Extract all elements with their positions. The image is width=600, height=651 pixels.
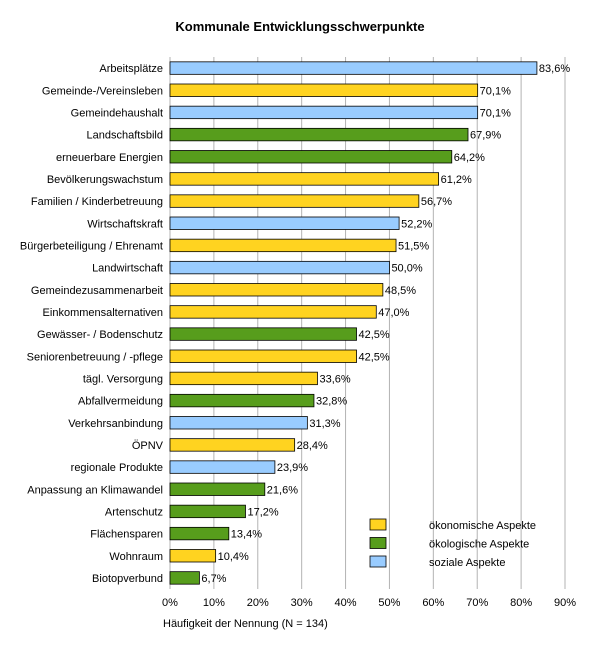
category-label: Wirtschaftskraft <box>87 218 163 230</box>
category-label: Bevölkerungswachstum <box>47 174 163 186</box>
category-label: Seniorenbetreuung / -pflege <box>27 351 163 363</box>
value-label: 21,6% <box>267 484 298 496</box>
category-label: Arbeitsplätze <box>99 63 163 75</box>
category-label: Einkommensalternativen <box>43 307 163 319</box>
x-tick-label: 30% <box>291 597 313 609</box>
value-label: 31,3% <box>309 418 340 430</box>
bar <box>169 526 230 541</box>
bar <box>169 571 200 585</box>
bar <box>169 194 420 208</box>
x-tick-labels: 0% 10% 20% 30% 40% 50% 60% 70% 80% 90% <box>162 597 576 609</box>
bar <box>169 504 246 519</box>
value-label: 50,0% <box>391 263 422 275</box>
value-label: 67,9% <box>470 130 501 142</box>
legend-label: soziale Aspekte <box>429 557 505 569</box>
bar <box>169 438 296 452</box>
category-label: Bürgerbeteiligung / Ehrenamt <box>20 240 163 252</box>
bar <box>169 61 538 75</box>
bar <box>169 482 266 496</box>
bar <box>169 83 479 97</box>
chart-title: Kommunale Entwicklungsschwerpunkte <box>175 19 424 34</box>
value-label: 48,5% <box>385 285 416 297</box>
category-label: Flächensparen <box>90 529 163 541</box>
x-tick-label: 90% <box>554 597 576 609</box>
value-label: 13,4% <box>231 529 262 541</box>
value-label: 10,4% <box>218 551 249 563</box>
value-label: 61,2% <box>441 174 472 186</box>
bar <box>169 393 315 408</box>
category-label: erneuerbare Energien <box>56 152 163 164</box>
category-label: Wohnraum <box>109 551 163 563</box>
bar <box>169 305 377 319</box>
bar <box>169 150 453 164</box>
value-label: 33,6% <box>319 373 350 385</box>
category-label: Artenschutz <box>105 506 163 518</box>
value-label: 42,5% <box>359 329 390 341</box>
category-label: Gewässer- / Bodenschutz <box>37 329 163 341</box>
category-label: Gemeindezusammenarbeit <box>31 285 163 297</box>
bar <box>169 549 217 563</box>
bars <box>169 61 538 585</box>
bar <box>169 238 397 253</box>
value-labels: 83,6% 70,1% 70,1% 67,9% 64,2% 61,2% 56,7% 52,2%… <box>201 63 570 585</box>
bar <box>169 283 384 297</box>
category-label: ÖPNV <box>132 440 164 452</box>
bar <box>169 416 308 430</box>
bar <box>169 172 440 186</box>
x-tick-label: 60% <box>422 597 444 609</box>
bar <box>169 349 357 363</box>
x-tick-label: 80% <box>510 597 532 609</box>
x-axis-title: Häufigkeit der Nennung (N = 134) <box>163 618 328 630</box>
value-label: 51,5% <box>398 240 429 252</box>
category-label: regionale Produkte <box>71 462 163 474</box>
value-label: 64,2% <box>454 152 485 164</box>
value-label: 56,7% <box>421 196 452 208</box>
value-label: 47,0% <box>378 307 409 319</box>
legend-swatch <box>369 537 387 549</box>
value-label: 17,2% <box>247 506 278 518</box>
category-label: Biotopverbund <box>92 573 163 585</box>
bar <box>169 260 390 275</box>
category-labels: Arbeitsplätze Gemeinde-/Vereinsleben Gemei… <box>20 63 164 585</box>
category-label: Familien / Kinderbetreuung <box>31 196 163 208</box>
category-label: Anpassung an Klimawandel <box>27 484 163 496</box>
bar <box>169 127 469 142</box>
value-label: 28,4% <box>297 440 328 452</box>
x-tick-label: 0% <box>162 597 178 609</box>
x-tick-label: 50% <box>378 597 400 609</box>
category-label: Landschaftsbild <box>87 130 163 142</box>
bar <box>169 327 357 341</box>
value-label: 6,7% <box>201 573 226 585</box>
grid-lines <box>169 57 566 589</box>
category-label: Abfallvermeidung <box>78 396 163 408</box>
legend-label: ökologische Aspekte <box>429 539 529 551</box>
x-tick-label: 70% <box>466 597 488 609</box>
value-label: 70,1% <box>480 85 511 97</box>
legend-swatch <box>369 555 387 568</box>
category-label: tägl. Versorgung <box>83 373 163 385</box>
category-label: Verkehrsanbindung <box>68 418 163 430</box>
category-label: Gemeindehaushalt <box>71 107 163 119</box>
bar <box>169 105 479 120</box>
x-tick-label: 40% <box>335 597 357 609</box>
x-tick-label: 20% <box>247 597 269 609</box>
value-label: 83,6% <box>539 63 570 75</box>
x-tick-label: 10% <box>203 597 225 609</box>
value-label: 23,9% <box>277 462 308 474</box>
value-label: 70,1% <box>480 107 511 119</box>
bar <box>169 371 318 386</box>
bar <box>169 216 400 230</box>
bar <box>169 460 276 474</box>
value-label: 42,5% <box>359 351 390 363</box>
legend-swatch <box>369 518 387 531</box>
value-label: 32,8% <box>316 396 347 408</box>
value-label: 52,2% <box>401 218 432 230</box>
legend-label: ökonomische Aspekte <box>429 520 536 532</box>
category-label: Gemeinde-/Vereinsleben <box>42 85 163 97</box>
legend: ökonomische Aspekte ökologische Aspekte so… <box>369 518 536 569</box>
category-label: Landwirtschaft <box>92 263 163 275</box>
